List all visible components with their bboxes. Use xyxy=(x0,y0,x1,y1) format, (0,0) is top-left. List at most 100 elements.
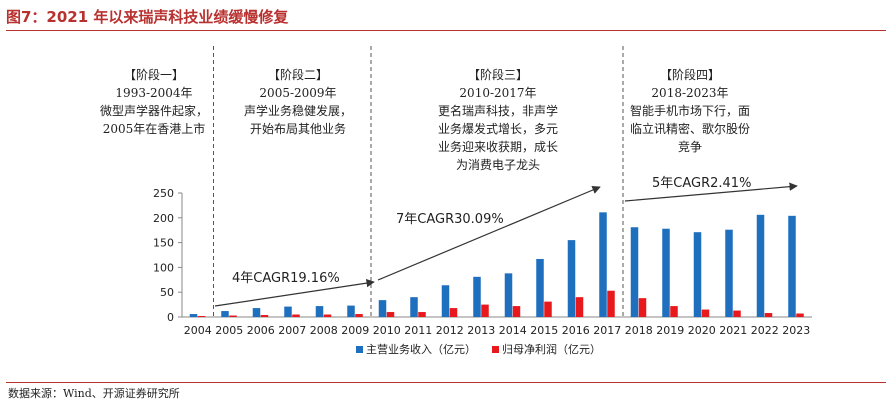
revenue-bar xyxy=(284,306,292,317)
x-tick-label: 2006 xyxy=(247,324,275,337)
cagr-label: 7年CAGR30.09% xyxy=(396,212,504,227)
revenue-bar xyxy=(410,297,418,317)
net-profit-bar xyxy=(386,312,395,317)
net-profit-bar xyxy=(764,313,773,317)
net-profit-bar xyxy=(260,315,269,317)
net-profit-bar xyxy=(292,314,300,317)
revenue-bar xyxy=(567,240,576,317)
phase-line: 2018-2023年 xyxy=(651,86,729,100)
revenue-bar xyxy=(378,300,387,317)
net-profit-bar xyxy=(607,290,615,317)
y-tick-label: 150 xyxy=(153,237,174,250)
phase-line: 临立讯精密、歌尔股份 xyxy=(629,122,750,136)
x-tick-label: 2016 xyxy=(562,324,590,337)
phase-line: 微型声学器件起家， xyxy=(99,104,208,118)
phase-line: 业务迎来收获期，成长 xyxy=(437,140,558,154)
x-tick-label: 2004 xyxy=(184,324,212,337)
legend-label: 归母净利润（亿元） xyxy=(502,342,601,356)
x-tick-label: 2018 xyxy=(625,324,653,337)
phase-title: 【阶段四】 xyxy=(659,68,720,82)
phase-line: 业务爆发式增长，多元 xyxy=(437,122,558,136)
phase-1-note: 【阶段一】 1993-2004年 微型声学器件起家， 2005年在香港上市 xyxy=(84,66,224,138)
cagr-arrow xyxy=(214,278,375,307)
phase-title: 【阶段三】 xyxy=(467,68,528,82)
cagr-label: 4年CAGR19.16% xyxy=(232,271,340,286)
phase-line: 竞争 xyxy=(677,140,702,154)
legend-swatch xyxy=(492,346,499,353)
y-tick-label: 250 xyxy=(153,187,174,200)
net-profit-bar xyxy=(701,309,710,317)
phase-line: 为消费电子龙头 xyxy=(455,158,540,172)
revenue-bar xyxy=(252,308,261,317)
x-tick-label: 2022 xyxy=(751,324,779,337)
net-profit-bar xyxy=(323,314,332,317)
source-rule xyxy=(6,382,886,383)
x-tick-label: 2005 xyxy=(215,324,243,337)
legend-label: 主营业务收入（亿元） xyxy=(366,342,476,356)
net-profit-bar xyxy=(796,313,804,317)
phase-line: 智能手机市场下行，面 xyxy=(629,104,750,118)
revenue-bar xyxy=(441,285,450,317)
revenue-bar xyxy=(536,258,544,317)
phase-line: 2010-2017年 xyxy=(459,86,537,100)
revenue-bar xyxy=(630,227,639,317)
cagr-arrow xyxy=(624,182,798,202)
y-tick-label: 50 xyxy=(160,286,174,299)
net-profit-bar xyxy=(355,314,363,317)
revenue-bar xyxy=(504,273,513,317)
net-profit-bar xyxy=(449,308,458,317)
revenue-bar xyxy=(315,306,324,317)
x-tick-label: 2023 xyxy=(782,324,810,337)
phase-line: 声学业务稳健发展， xyxy=(243,104,352,118)
net-profit-bar xyxy=(197,316,206,317)
net-profit-bar xyxy=(638,298,647,317)
legend-swatch xyxy=(356,346,363,353)
cagr-arrow xyxy=(377,186,601,281)
x-tick-label: 2021 xyxy=(719,324,747,337)
revenue-bar xyxy=(599,212,607,317)
net-profit-bar xyxy=(229,315,237,317)
x-tick-label: 2012 xyxy=(436,324,464,337)
phase-line: 1993-2004年 xyxy=(115,86,193,100)
revenue-bar xyxy=(221,311,229,317)
x-tick-label: 2020 xyxy=(688,324,716,337)
revenue-bar xyxy=(189,314,198,317)
x-tick-label: 2015 xyxy=(530,324,558,337)
revenue-bar xyxy=(473,276,481,317)
figure-title: 图7：2021 年以来瑞声科技业绩缓慢修复 xyxy=(6,8,289,26)
net-profit-bar xyxy=(544,301,552,317)
phase-line: 更名瑞声科技，非声学 xyxy=(437,104,558,118)
x-tick-label: 2019 xyxy=(656,324,684,337)
x-tick-label: 2017 xyxy=(593,324,621,337)
net-profit-bar xyxy=(733,310,741,317)
net-profit-bar xyxy=(670,306,678,317)
x-tick-label: 2014 xyxy=(499,324,527,337)
title-rule xyxy=(6,30,886,31)
phase-4-note: 【阶段四】 2018-2023年智能手机市场下行，面 临立讯精密、歌尔股份 竞争 xyxy=(610,66,770,156)
phase-line: 2005年在香港上市 xyxy=(102,122,206,136)
y-tick-label: 200 xyxy=(153,212,174,225)
phase-line: 2005-2009年 xyxy=(259,86,337,100)
phase-2-note: 【阶段二】 2005-2009年声学业务稳健发展， 开始布局其他业务 xyxy=(228,66,368,138)
net-profit-bar xyxy=(575,297,584,317)
cagr-label: 5年CAGR2.41% xyxy=(652,176,751,191)
revenue-bar xyxy=(725,229,733,317)
x-tick-label: 2011 xyxy=(404,324,432,337)
phase-line: 开始布局其他业务 xyxy=(249,122,346,136)
net-profit-bar xyxy=(481,304,489,317)
x-tick-label: 2010 xyxy=(373,324,401,337)
revenue-bar xyxy=(788,215,796,317)
revenue-bar xyxy=(693,232,702,317)
x-tick-label: 2013 xyxy=(467,324,495,337)
net-profit-bar xyxy=(418,312,426,317)
phase-title: 【阶段二】 xyxy=(267,68,328,82)
source-note: 数据来源：Wind、开源证券研究所 xyxy=(8,387,180,400)
revenue-bar xyxy=(756,214,765,317)
y-tick-label: 100 xyxy=(153,261,174,274)
y-tick-label: 0 xyxy=(167,311,174,324)
x-tick-label: 2009 xyxy=(341,324,369,337)
x-tick-label: 2007 xyxy=(278,324,306,337)
phase-3-note: 【阶段三】 2010-2017年更名瑞声科技，非声学 业务爆发式增长，多元 业务迎来收… xyxy=(418,66,578,174)
revenue-bar xyxy=(347,305,355,317)
